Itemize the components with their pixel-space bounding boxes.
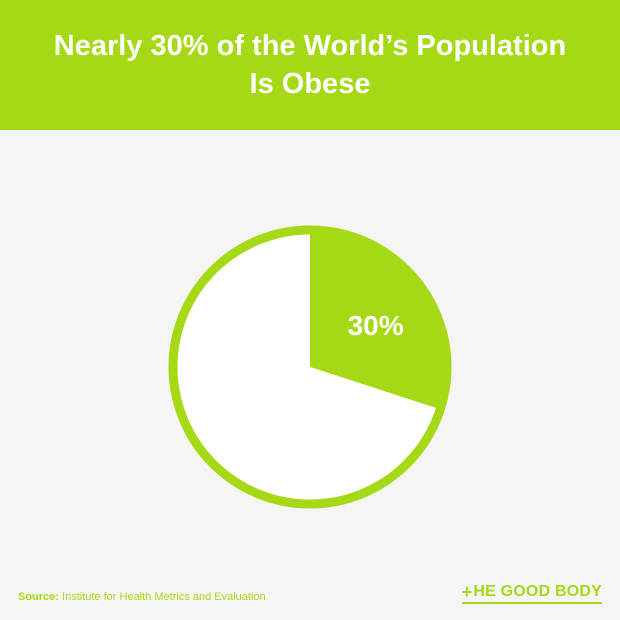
pie-slice-1	[173, 230, 441, 505]
chart-title: Nearly 30% of the World’s Population Is …	[53, 30, 567, 100]
pie-slice-0	[310, 230, 447, 410]
source-text: Institute for Health Metrics and Evaluat…	[62, 591, 266, 603]
brand-logo: + HE GOOD BODY	[461, 582, 602, 604]
slice-label-0: 30%	[348, 310, 404, 341]
pie-chart: 30%	[168, 225, 452, 509]
source-note: Source: Institute for Health Metrics and…	[18, 591, 266, 603]
chart-area: 30%	[0, 130, 620, 570]
source-label: Source:	[18, 591, 59, 603]
brand-plus-icon: +	[461, 582, 473, 602]
brand-name: HE GOOD BODY	[473, 583, 602, 600]
title-banner: Nearly 30% of the World’s Population Is …	[0, 0, 620, 130]
pie-outline	[168, 225, 452, 509]
